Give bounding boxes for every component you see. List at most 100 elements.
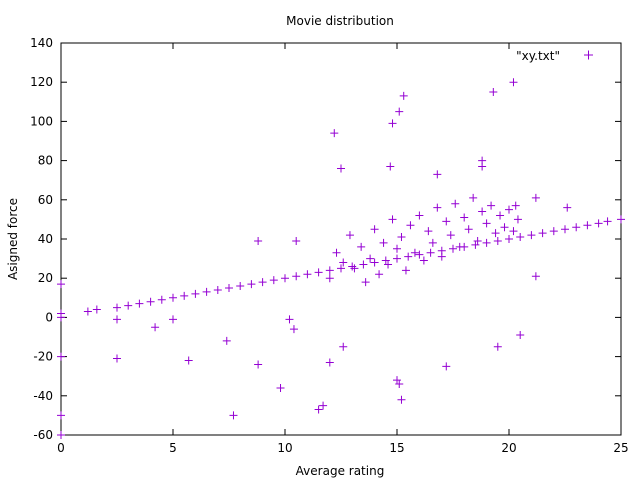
data-point bbox=[357, 242, 366, 251]
data-point bbox=[399, 91, 408, 100]
y-tick-label: 0 bbox=[45, 310, 53, 324]
data-point bbox=[157, 295, 166, 304]
data-point bbox=[113, 315, 121, 324]
data-point bbox=[404, 252, 413, 261]
data-point bbox=[415, 250, 424, 259]
y-tick-label: -60 bbox=[33, 428, 53, 442]
data-point bbox=[57, 309, 65, 318]
data-point bbox=[489, 88, 498, 96]
data-point bbox=[505, 205, 513, 214]
data-point bbox=[57, 352, 65, 361]
data-point bbox=[464, 225, 473, 234]
data-point bbox=[419, 256, 428, 265]
x-tick-label: 25 bbox=[613, 441, 628, 455]
data-point bbox=[478, 207, 487, 216]
data-point bbox=[146, 297, 155, 306]
data-point bbox=[531, 272, 540, 281]
data-point bbox=[449, 244, 457, 253]
y-tick-label: 40 bbox=[38, 232, 53, 246]
data-point bbox=[386, 162, 395, 171]
data-point bbox=[471, 240, 480, 249]
data-point bbox=[135, 299, 144, 308]
data-point bbox=[561, 225, 569, 234]
data-point bbox=[388, 119, 397, 128]
data-point bbox=[247, 280, 256, 289]
data-point bbox=[487, 201, 496, 210]
data-point bbox=[482, 238, 491, 247]
data-point bbox=[361, 278, 370, 287]
data-point bbox=[491, 229, 500, 238]
data-point bbox=[370, 258, 379, 267]
y-axis-label: Asigned force bbox=[6, 198, 20, 280]
legend: "xy.txt" bbox=[516, 49, 593, 63]
data-point bbox=[330, 129, 339, 138]
data-point bbox=[442, 217, 451, 226]
data-point bbox=[500, 223, 509, 232]
data-point bbox=[395, 107, 404, 116]
data-point bbox=[292, 236, 301, 245]
data-point bbox=[292, 272, 301, 281]
data-point bbox=[469, 193, 478, 202]
data-point bbox=[397, 233, 406, 242]
data-point bbox=[276, 383, 285, 392]
data-point bbox=[236, 282, 245, 291]
plot-frame bbox=[60, 42, 622, 436]
data-point bbox=[285, 315, 294, 324]
data-points bbox=[57, 78, 625, 439]
data-point bbox=[410, 248, 419, 257]
data-point bbox=[426, 248, 435, 257]
data-point bbox=[478, 162, 487, 171]
data-point bbox=[180, 291, 189, 300]
data-point bbox=[319, 401, 328, 410]
data-point bbox=[401, 266, 410, 275]
data-point bbox=[563, 203, 572, 212]
data-point bbox=[366, 254, 375, 263]
data-point bbox=[339, 342, 348, 351]
legend-marker bbox=[584, 50, 593, 60]
data-point bbox=[337, 264, 345, 273]
data-point bbox=[451, 199, 460, 208]
data-point bbox=[384, 260, 393, 269]
data-point bbox=[455, 242, 464, 251]
data-point bbox=[92, 305, 101, 314]
data-point bbox=[493, 342, 502, 351]
data-point bbox=[348, 262, 357, 271]
y-tick-label: -40 bbox=[33, 389, 53, 403]
data-point bbox=[594, 219, 603, 228]
y-tick-label: 140 bbox=[30, 36, 53, 50]
data-point bbox=[359, 260, 368, 269]
data-point bbox=[617, 215, 625, 224]
data-point bbox=[314, 405, 323, 414]
data-point bbox=[225, 284, 233, 292]
data-point bbox=[381, 256, 390, 265]
data-point bbox=[406, 221, 415, 230]
data-point bbox=[254, 236, 263, 245]
data-point bbox=[332, 248, 341, 257]
data-point bbox=[393, 244, 401, 253]
data-point bbox=[303, 270, 312, 279]
data-point bbox=[314, 268, 323, 277]
data-point bbox=[442, 362, 451, 371]
y-tick-label: 20 bbox=[38, 271, 53, 285]
data-point bbox=[113, 354, 121, 363]
data-point bbox=[531, 193, 540, 202]
data-point bbox=[511, 201, 520, 210]
data-point bbox=[516, 233, 525, 242]
data-point bbox=[113, 303, 121, 312]
data-point bbox=[57, 411, 65, 420]
data-point bbox=[433, 170, 442, 179]
data-point bbox=[254, 360, 263, 369]
data-point bbox=[482, 219, 491, 228]
data-point bbox=[269, 276, 278, 285]
tick-labels: 0 5 10 15 20 25 -60 -40 -20 0 20 40 60 80 100 120 140 bbox=[30, 36, 629, 455]
y-tick-label: -20 bbox=[33, 350, 53, 364]
data-point bbox=[572, 223, 581, 232]
data-point bbox=[350, 264, 359, 273]
y-tick-label: 120 bbox=[30, 75, 53, 89]
data-point bbox=[337, 164, 345, 173]
chart-title: Movie distribution bbox=[286, 14, 394, 28]
data-point bbox=[202, 287, 211, 296]
data-point bbox=[169, 315, 177, 324]
data-point bbox=[516, 331, 525, 340]
